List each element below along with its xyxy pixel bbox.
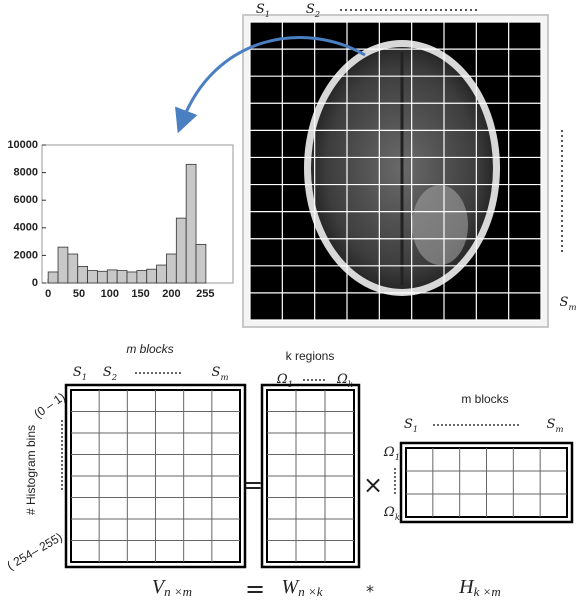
x-tick-label: 150 (131, 288, 149, 300)
bar (88, 271, 98, 283)
col-label: Ωk (336, 372, 353, 389)
equals: = (243, 471, 263, 499)
bar (166, 254, 176, 283)
matrix-symbol-sub: k ×m (474, 584, 501, 599)
block-label-sub: 2 (314, 9, 320, 19)
col-label: S1 (404, 417, 418, 434)
row-label: Ω1 (383, 445, 400, 462)
col-label-base: Ω (336, 372, 348, 387)
col-label: Ω1 (276, 372, 293, 389)
col-label-base: S (73, 365, 82, 380)
h-header: m blocks (461, 392, 508, 406)
col-label-base: S (212, 365, 221, 380)
row-last: ( 254– 255) (5, 530, 65, 573)
x-tick-label: 100 (101, 288, 119, 300)
col-label-sub: m (555, 424, 563, 434)
block-label: Sm (560, 295, 577, 312)
col-label-sub: m (220, 372, 228, 382)
row-axis-label: # Histogram bins (24, 425, 38, 515)
matrix-symbol: Hk ×m (458, 576, 501, 599)
col-label-sub: 1 (288, 379, 293, 389)
col-label-base: Ω (276, 372, 288, 387)
star: * (366, 582, 374, 601)
bar (68, 254, 78, 283)
x-tick-label: 255 (196, 288, 214, 300)
y-tick-label: 8000 (14, 167, 38, 179)
row-first: (0 – 1) (31, 390, 67, 421)
row-label: Ωk (383, 505, 400, 522)
col-label: Sm (212, 365, 229, 382)
x-tick-label: 0 (45, 288, 51, 300)
block-label-base: S (560, 295, 569, 310)
y-tick-label: 2000 (14, 249, 38, 261)
matrices (66, 385, 572, 567)
col-label: S1 (73, 365, 87, 382)
col-label-sub: 2 (111, 372, 117, 382)
bar (107, 270, 117, 283)
y-tick-label: 6000 (14, 194, 38, 206)
col-label-sub: 1 (82, 372, 87, 382)
y-tick-label: 10000 (7, 139, 38, 151)
row-label-sub: k (395, 512, 400, 522)
col-label-base: S (103, 365, 112, 380)
row-label-base: Ω (383, 445, 395, 460)
col-label-sub: 1 (413, 424, 418, 434)
equals: = (245, 575, 265, 603)
matrix-symbol: Wn ×k (282, 576, 323, 599)
y-tick-label: 0 (32, 277, 38, 289)
block-label: S1 (256, 2, 270, 19)
block-label-sub: m (568, 302, 576, 312)
block-label: S2 (306, 2, 320, 19)
bar (78, 266, 88, 283)
bar (58, 247, 68, 283)
bar (48, 272, 58, 283)
matrix-symbol-sub: n ×m (164, 584, 192, 599)
col-label: S2 (103, 365, 117, 382)
matrix-symbol-base: H (458, 576, 475, 598)
v-header: m blocks (126, 342, 173, 356)
col-label-sub: k (348, 379, 353, 389)
bar (97, 271, 107, 283)
block-label-base: S (256, 2, 265, 17)
y-tick-label: 4000 (14, 222, 38, 234)
w-header: k regions (286, 349, 335, 363)
bar (157, 265, 167, 283)
block-label-base: S (306, 2, 315, 17)
times: × (363, 471, 383, 499)
matrix-symbol: Vn ×m (152, 576, 192, 599)
x-tick-label: 50 (73, 288, 85, 300)
x-tick-label: 200 (162, 288, 180, 300)
bar (176, 218, 186, 283)
col-label-base: S (404, 417, 413, 432)
bar (186, 164, 196, 283)
matrix-symbol-sub: n ×k (298, 584, 323, 599)
bar (127, 272, 137, 283)
diagram: 0 2000 4000 6000 8000 10000 0 50 100 150 200 255 m … (0, 0, 579, 606)
col-label-base: S (547, 417, 556, 432)
row-label-base: Ω (383, 505, 395, 520)
col-label: Sm (547, 417, 564, 434)
row-label-sub: 1 (395, 452, 400, 462)
bar (137, 271, 147, 283)
lesion (412, 185, 468, 265)
bar (196, 244, 206, 283)
bar (117, 271, 127, 283)
block-label-sub: 1 (265, 9, 270, 19)
bar (147, 269, 157, 283)
